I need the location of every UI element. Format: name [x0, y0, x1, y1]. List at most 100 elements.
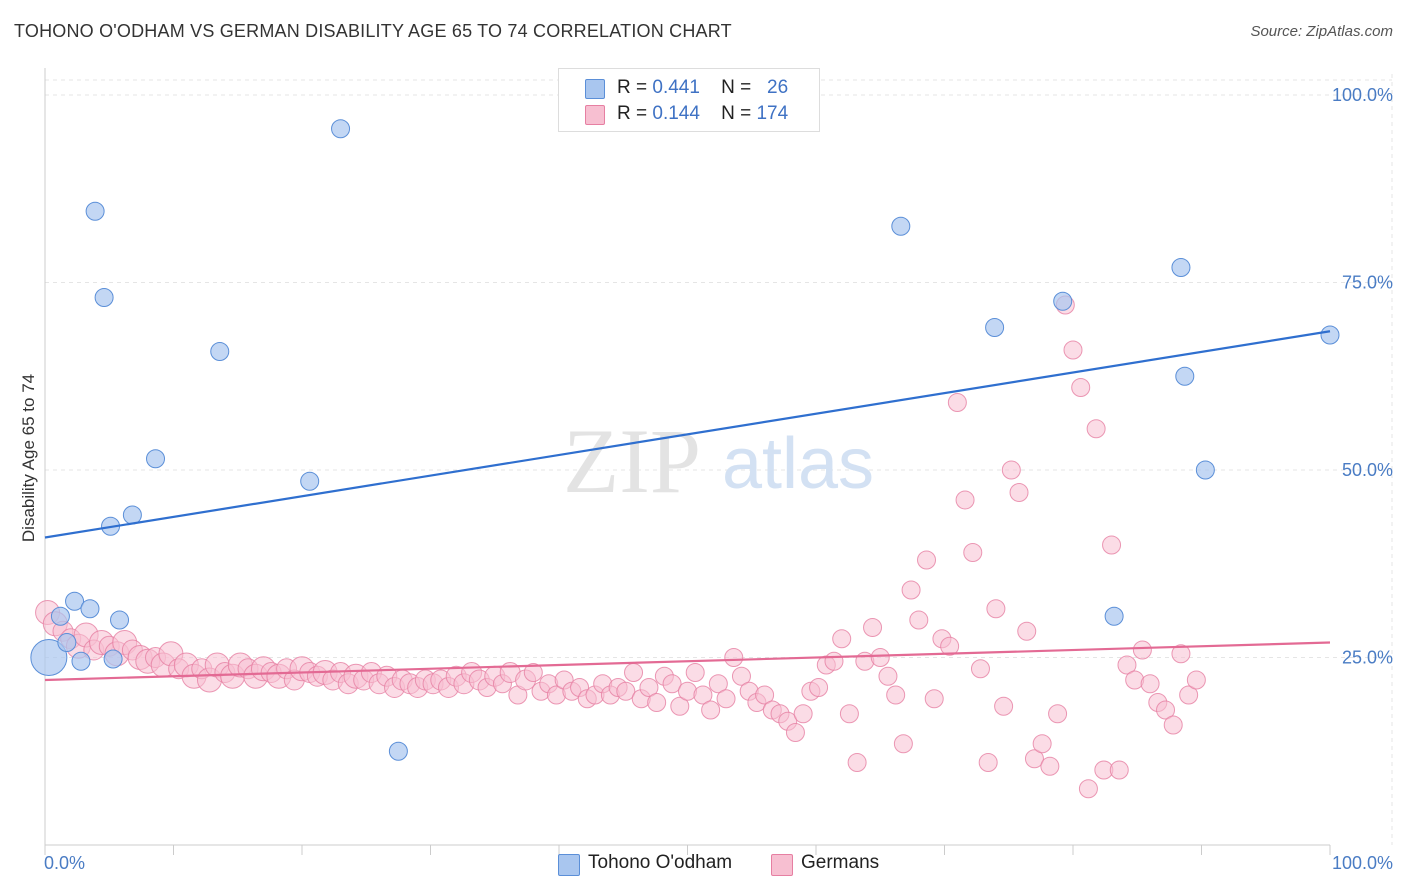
germans-point [1017, 621, 1037, 641]
tohono-point [103, 649, 123, 669]
y-tick-label: 25.0% [1342, 648, 1393, 668]
germans-point [1048, 704, 1068, 724]
tohono-point [1053, 291, 1073, 311]
watermark: ZIP atlas [563, 410, 874, 512]
germans-point [1001, 460, 1021, 480]
correlation-legend: R = 0.441 N = 26 R = 0.144 N = 174 [558, 68, 820, 132]
germans-point [870, 648, 890, 667]
germans-point [1078, 779, 1098, 799]
legend-n-label: N = [721, 77, 752, 98]
trend-lines [44, 330, 1331, 682]
germans-point [893, 734, 913, 754]
germans-point [847, 753, 867, 772]
tohono-point [94, 288, 114, 307]
x-tick-label-min: 0.0% [44, 853, 86, 873]
germans-point [1117, 655, 1137, 675]
tohono-point [1171, 258, 1191, 277]
germans-point [1024, 749, 1044, 769]
germans-trend-line [44, 641, 1331, 682]
germans-point [662, 674, 682, 694]
tohono-point [85, 201, 105, 221]
tohono-point [300, 471, 320, 491]
tohono-point [331, 119, 351, 139]
tohono-point [146, 449, 166, 469]
y-tick-labels: 25.0% 50.0% 75.0% 100.0% [1332, 85, 1393, 668]
tohono-point [891, 216, 911, 236]
germans-point [647, 693, 667, 712]
tohono-point [57, 633, 77, 652]
legend-r-value: 0.144 [652, 103, 700, 124]
germans-point [994, 696, 1014, 716]
y-tick-label: 50.0% [1342, 460, 1393, 480]
germans-point [886, 685, 906, 705]
germans-point [785, 723, 805, 742]
y-tick-label: 100.0% [1332, 85, 1393, 105]
germans-point [1109, 760, 1129, 780]
germans-point [878, 666, 898, 686]
germans-point [639, 678, 659, 697]
germans-point [1040, 756, 1060, 776]
bottom-legend-swatch-tohono [558, 854, 580, 876]
germans-point [909, 610, 929, 630]
germans-point [839, 704, 859, 724]
germans-point [731, 666, 751, 686]
legend-r-value: 0.441 [652, 77, 700, 98]
tohono-point [210, 342, 230, 361]
germans-point [955, 490, 975, 510]
tohono-point [65, 591, 85, 611]
germans-point [523, 663, 543, 682]
germans-point [685, 663, 705, 682]
germans-point [824, 651, 844, 671]
germans-point [670, 696, 690, 716]
germans-point [970, 659, 990, 679]
germans-point [809, 678, 829, 697]
germans-point [616, 681, 636, 701]
germans-point [917, 550, 937, 570]
legend-swatch-tohono [585, 79, 605, 99]
legend-swatch-germans [585, 105, 605, 125]
germans-point [1140, 674, 1160, 694]
germans-point [1163, 715, 1183, 735]
germans-point [978, 753, 998, 772]
tohono-point [1320, 325, 1340, 345]
tohono-point [985, 318, 1005, 337]
tohono-point [50, 606, 70, 626]
legend-r-label: R = [617, 103, 648, 124]
germans-point [624, 663, 644, 682]
watermark-zip: ZIP [563, 410, 701, 512]
germans-point [693, 685, 713, 705]
germans-point [986, 599, 1006, 619]
tohono-point [80, 599, 100, 619]
germans-point [793, 704, 813, 724]
bottom-legend-label-germans: Germans [801, 852, 880, 873]
legend-n-value: 174 [756, 103, 789, 124]
grid-layer [45, 74, 1393, 845]
bottom-legend-swatch-germans [771, 854, 793, 876]
germans-point [1179, 685, 1199, 705]
tohono-trend-line [44, 330, 1331, 539]
source-credit: Source: ZipAtlas.com [1250, 23, 1393, 40]
tohono-points [30, 119, 1340, 761]
germans-point [755, 685, 775, 705]
tohono-point [71, 651, 91, 671]
tohono-point [110, 610, 130, 630]
germans-point [1186, 670, 1206, 690]
germans-point [1009, 483, 1029, 502]
legend-r-label: R = [617, 77, 648, 98]
tohono-point [122, 505, 142, 525]
germans-point [1032, 734, 1052, 754]
legend-n-label: N = [721, 103, 752, 124]
germans-point [1086, 419, 1106, 439]
germans-point [701, 700, 721, 720]
germans-point [1071, 378, 1091, 397]
tohono-point [30, 639, 68, 676]
y-tick-label: 75.0% [1342, 273, 1393, 293]
legend-n-value: 26 [767, 77, 789, 98]
germans-point [832, 629, 852, 649]
germans-point [1132, 640, 1152, 660]
tohono-point [1195, 460, 1215, 480]
germans-point [708, 674, 728, 694]
germans-point [963, 543, 983, 562]
bottom-legend-label-tohono: Tohono O'odham [588, 852, 733, 873]
